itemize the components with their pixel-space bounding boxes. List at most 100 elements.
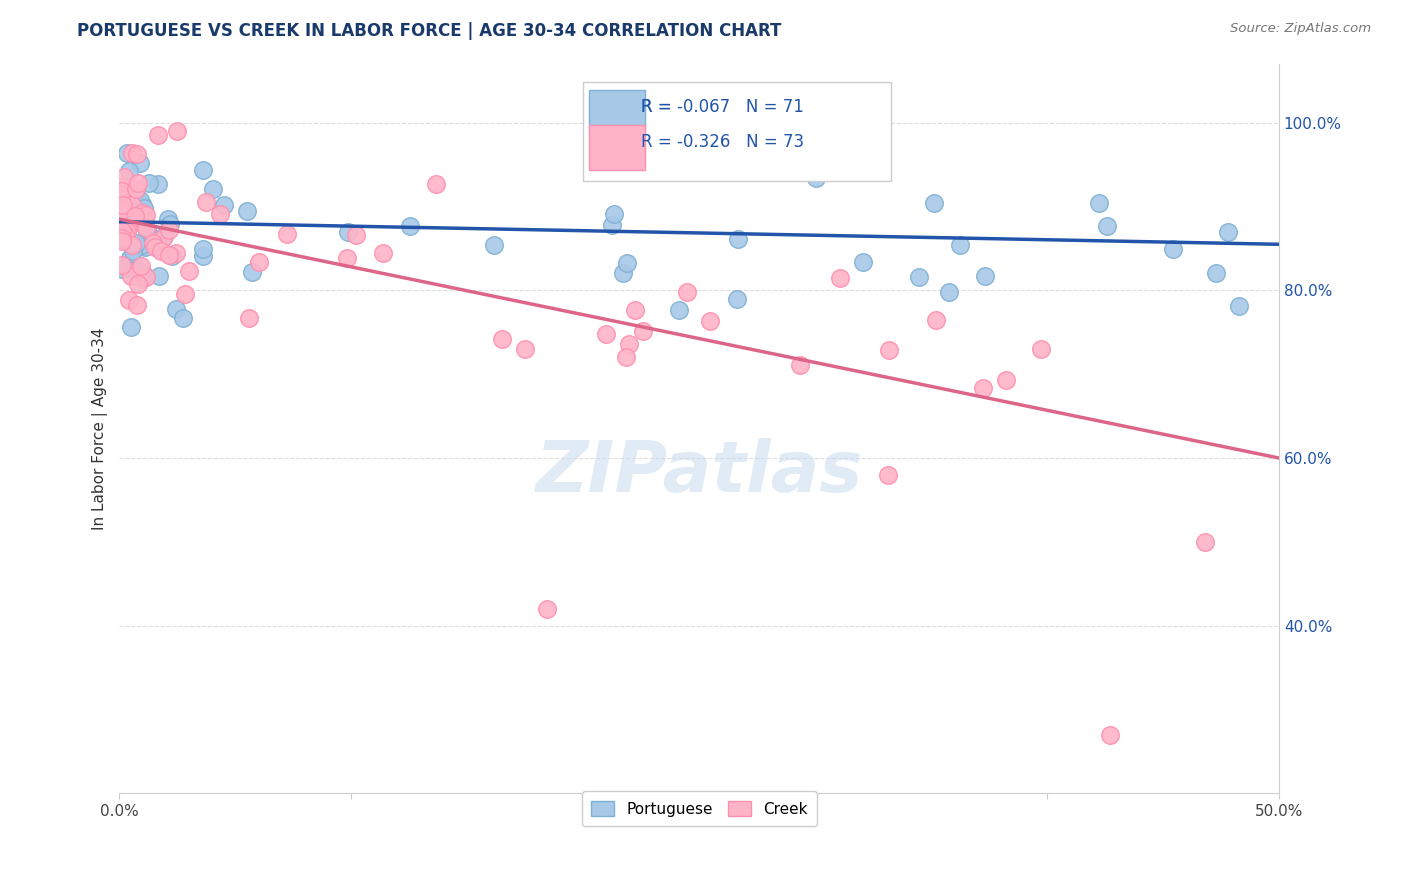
Point bbox=[727, 232, 749, 246]
Point bbox=[725, 292, 748, 306]
Point bbox=[112, 201, 135, 215]
Point bbox=[134, 239, 156, 253]
Point bbox=[973, 268, 995, 283]
Point bbox=[127, 298, 149, 312]
Point bbox=[120, 320, 142, 334]
Point bbox=[134, 201, 156, 215]
Point bbox=[111, 233, 134, 247]
Point bbox=[172, 310, 194, 325]
Point bbox=[1099, 728, 1122, 742]
Point bbox=[120, 204, 142, 219]
Point bbox=[877, 467, 900, 482]
Point bbox=[344, 227, 367, 242]
Point bbox=[135, 269, 157, 284]
Point bbox=[115, 190, 138, 204]
Point bbox=[828, 271, 851, 285]
Point bbox=[117, 146, 139, 161]
Point bbox=[111, 234, 134, 248]
Point bbox=[124, 181, 146, 195]
Point bbox=[1088, 195, 1111, 210]
Point bbox=[804, 171, 827, 186]
Point bbox=[1095, 219, 1118, 233]
Point bbox=[129, 265, 152, 279]
Point bbox=[191, 163, 214, 178]
Point bbox=[877, 343, 900, 358]
Point bbox=[240, 265, 263, 279]
Point bbox=[125, 193, 148, 207]
Point bbox=[127, 176, 149, 190]
Text: ZIPatlas: ZIPatlas bbox=[536, 438, 863, 507]
Point bbox=[124, 260, 146, 275]
Point bbox=[924, 313, 946, 327]
Point bbox=[128, 155, 150, 169]
Point bbox=[146, 128, 169, 142]
Point bbox=[143, 240, 166, 254]
Point bbox=[482, 238, 505, 252]
Point bbox=[165, 245, 187, 260]
Point bbox=[111, 179, 134, 194]
Point bbox=[120, 268, 142, 283]
Point bbox=[135, 220, 157, 235]
Point bbox=[972, 381, 994, 395]
Point bbox=[131, 197, 153, 211]
Point bbox=[134, 214, 156, 228]
Point bbox=[111, 195, 134, 210]
Point bbox=[132, 271, 155, 285]
Point bbox=[124, 215, 146, 229]
Point bbox=[129, 209, 152, 223]
Point bbox=[114, 228, 136, 243]
Point bbox=[129, 259, 152, 273]
Point bbox=[668, 303, 690, 318]
Point bbox=[633, 324, 655, 338]
Point bbox=[111, 194, 134, 209]
Point bbox=[624, 302, 647, 317]
Point bbox=[612, 266, 634, 280]
Point bbox=[1218, 226, 1240, 240]
Point bbox=[131, 238, 153, 252]
Point bbox=[148, 269, 170, 284]
Point bbox=[212, 198, 235, 212]
Point bbox=[132, 268, 155, 282]
Point bbox=[138, 176, 160, 190]
Point bbox=[165, 301, 187, 316]
Point bbox=[616, 256, 638, 270]
Point bbox=[1029, 342, 1052, 356]
Point bbox=[121, 198, 143, 212]
Point bbox=[209, 207, 232, 221]
Point bbox=[515, 343, 537, 357]
Point bbox=[124, 263, 146, 277]
Point bbox=[616, 351, 638, 365]
Text: PORTUGUESE VS CREEK IN LABOR FORCE | AGE 30-34 CORRELATION CHART: PORTUGUESE VS CREEK IN LABOR FORCE | AGE… bbox=[77, 22, 782, 40]
Point bbox=[111, 231, 134, 245]
Point bbox=[371, 245, 394, 260]
Text: Source: ZipAtlas.com: Source: ZipAtlas.com bbox=[1230, 22, 1371, 36]
Point bbox=[149, 244, 172, 258]
Point bbox=[336, 252, 359, 266]
Point bbox=[491, 332, 513, 346]
Point bbox=[120, 217, 142, 231]
Point bbox=[425, 177, 447, 191]
Point bbox=[536, 602, 558, 616]
Point bbox=[276, 227, 298, 241]
Point bbox=[120, 251, 142, 265]
Point bbox=[789, 359, 811, 373]
Point bbox=[949, 238, 972, 252]
Point bbox=[112, 169, 135, 184]
Point bbox=[136, 223, 159, 237]
Point bbox=[129, 193, 152, 207]
Point bbox=[121, 238, 143, 252]
Y-axis label: In Labor Force | Age 30-34: In Labor Force | Age 30-34 bbox=[93, 327, 108, 530]
Point bbox=[595, 327, 617, 342]
Point bbox=[111, 258, 134, 272]
Point bbox=[141, 233, 163, 247]
Point bbox=[114, 227, 136, 242]
Point bbox=[111, 223, 134, 237]
Point bbox=[179, 264, 201, 278]
Point bbox=[111, 203, 134, 218]
Point bbox=[118, 293, 141, 307]
Text: R =: R = bbox=[641, 98, 678, 116]
Point bbox=[117, 205, 139, 219]
Legend: Portuguese, Creek: Portuguese, Creek bbox=[582, 791, 817, 826]
Point bbox=[191, 243, 214, 257]
Point bbox=[115, 224, 138, 238]
